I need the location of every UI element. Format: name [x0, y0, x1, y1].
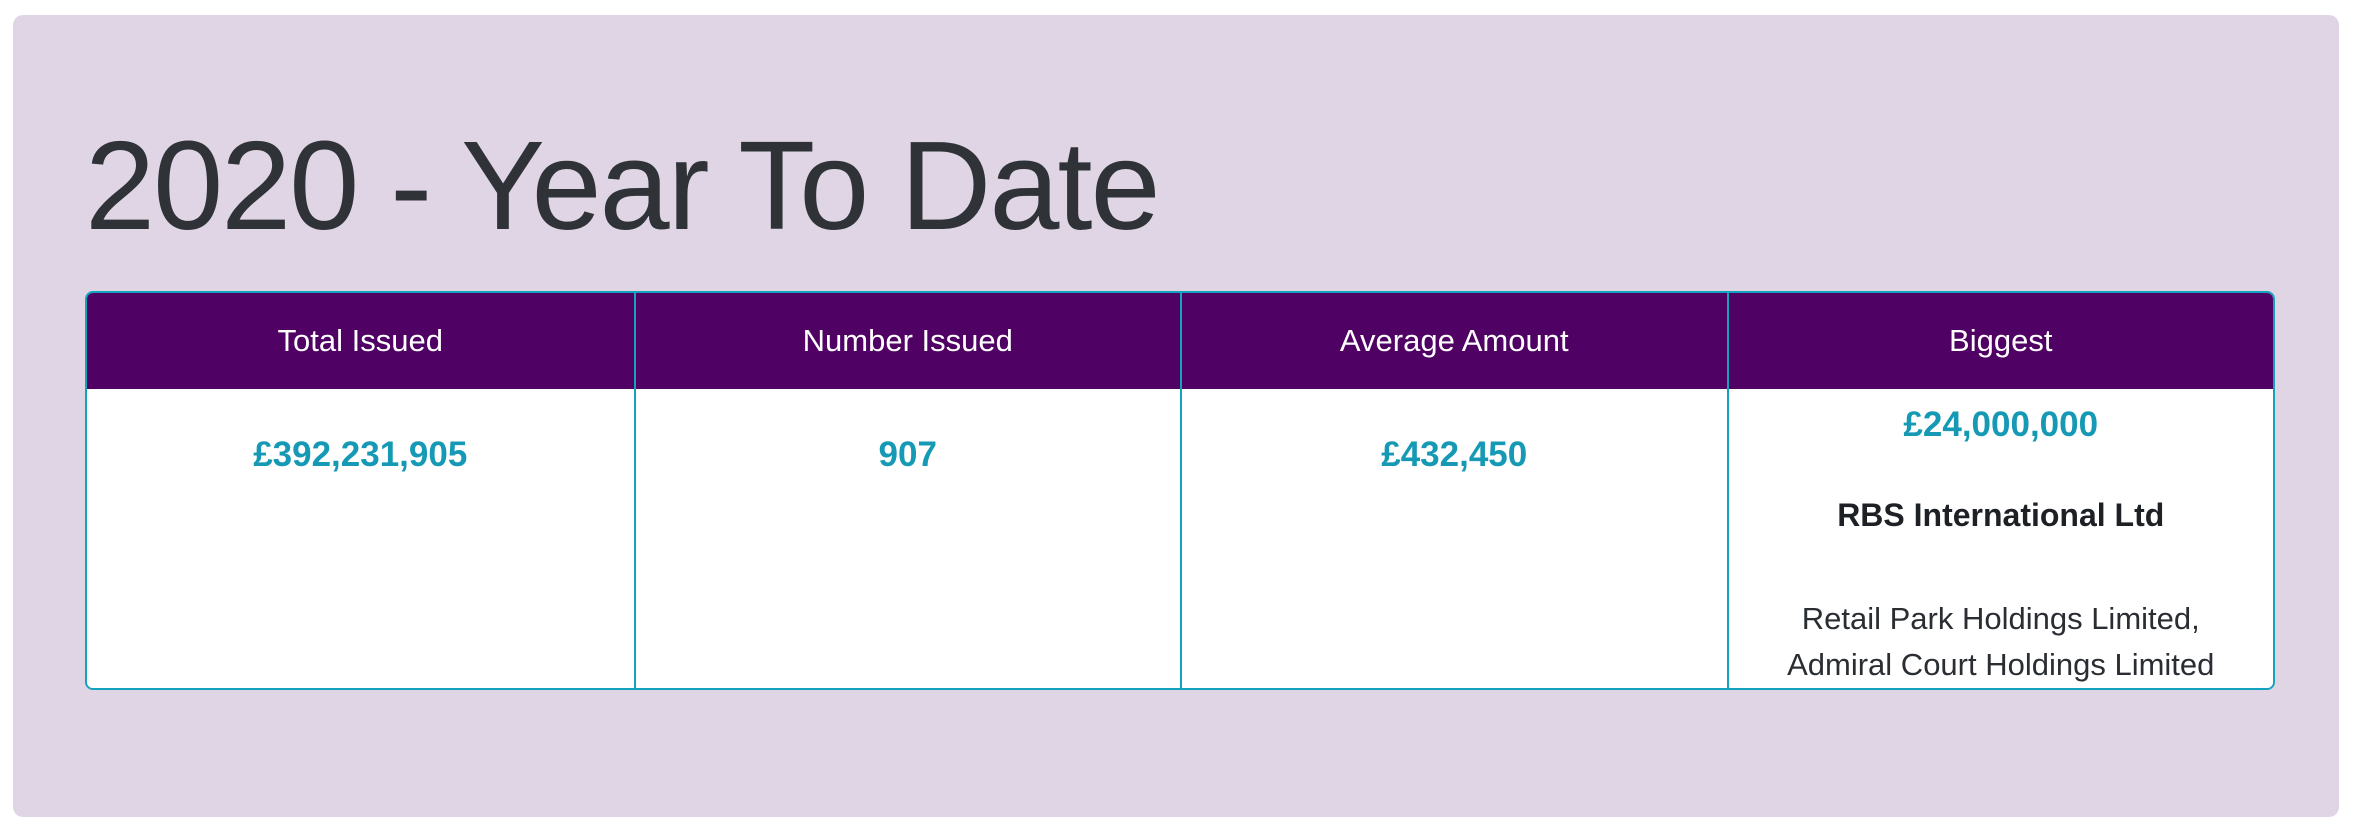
biggest-related-parties: Retail Park Holdings Limited, Admiral Co…: [1787, 601, 2215, 682]
biggest-amount-value: £24,000,000: [1903, 405, 2099, 444]
page-title: 2020 - Year To Date: [85, 115, 1161, 256]
cell-average-amount: £432,450: [1180, 389, 1727, 688]
summary-table-head: Total Issued Number Issued Average Amoun…: [87, 293, 2273, 389]
summary-table-body: £392,231,905 907 £432,450 £24,000,000 RB…: [87, 389, 2273, 688]
card-content: 2020 - Year To Date Total Issued Number …: [13, 123, 2339, 690]
header-row: Total Issued Number Issued Average Amoun…: [87, 293, 2273, 389]
cell-total-issued: £392,231,905: [87, 389, 634, 688]
total-issued-value: £392,231,905: [253, 435, 468, 474]
header-number-issued: Number Issued: [633, 293, 1180, 389]
number-issued-value: 907: [878, 435, 937, 474]
values-row: £392,231,905 907 £432,450 £24,000,000 RB…: [87, 389, 2273, 688]
year-to-date-card: 2020 - Year To Date Total Issued Number …: [13, 15, 2339, 817]
cell-biggest: £24,000,000 RBS International Ltd Retail…: [1726, 389, 2273, 688]
header-biggest: Biggest: [1726, 293, 2273, 389]
cell-number-issued: 907: [633, 389, 1180, 688]
summary-table: Total Issued Number Issued Average Amoun…: [85, 291, 2275, 690]
biggest-issuer: RBS International Ltd: [1837, 497, 2165, 533]
header-total-issued: Total Issued: [87, 293, 634, 389]
average-amount-value: £432,450: [1381, 435, 1528, 474]
header-average-amount: Average Amount: [1180, 293, 1727, 389]
